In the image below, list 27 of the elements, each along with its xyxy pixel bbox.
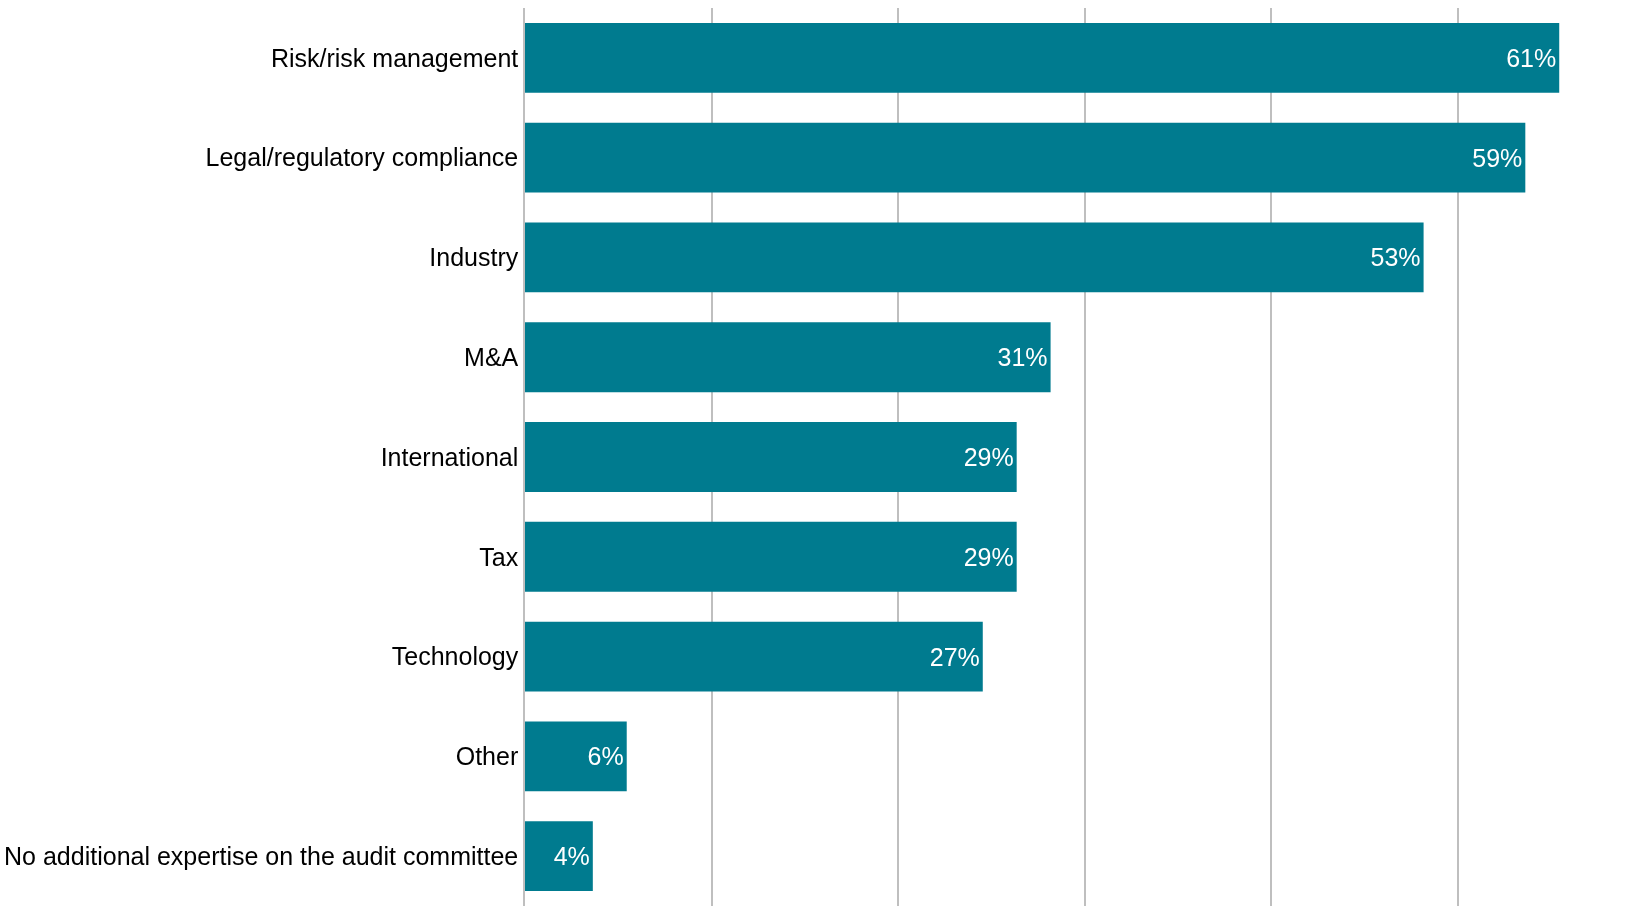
y-tick-label: No additional expertise on the audit committee (4, 841, 519, 870)
y-tick-label: Tax (479, 542, 519, 571)
bar (525, 122, 1526, 193)
data-label: 4% (553, 842, 590, 871)
bar (525, 721, 627, 792)
bar (525, 422, 1017, 492)
bar (525, 322, 1051, 393)
y-tick-label: Legal/regulatory compliance (205, 143, 519, 172)
data-label: 53% (1370, 243, 1421, 272)
y-tick-label: Other (455, 742, 519, 771)
y-tick-label: Industry (429, 243, 519, 272)
data-label: 6% (587, 742, 624, 771)
y-tick-label: Risk/risk management (270, 43, 519, 72)
data-label: 29% (963, 542, 1014, 571)
data-label: 61% (1506, 43, 1557, 72)
data-label: 27% (929, 642, 980, 671)
bar (525, 821, 593, 892)
y-tick-label: M&A (464, 342, 519, 371)
bar (525, 222, 1424, 293)
data-label: 29% (963, 443, 1014, 471)
data-label: 31% (997, 343, 1048, 372)
y-tick-label: Technology (391, 642, 519, 671)
bar (525, 22, 1560, 93)
y-tick-label: International (380, 442, 519, 471)
data-label: 59% (1472, 143, 1523, 172)
bar (525, 621, 983, 692)
bar (525, 521, 1017, 592)
